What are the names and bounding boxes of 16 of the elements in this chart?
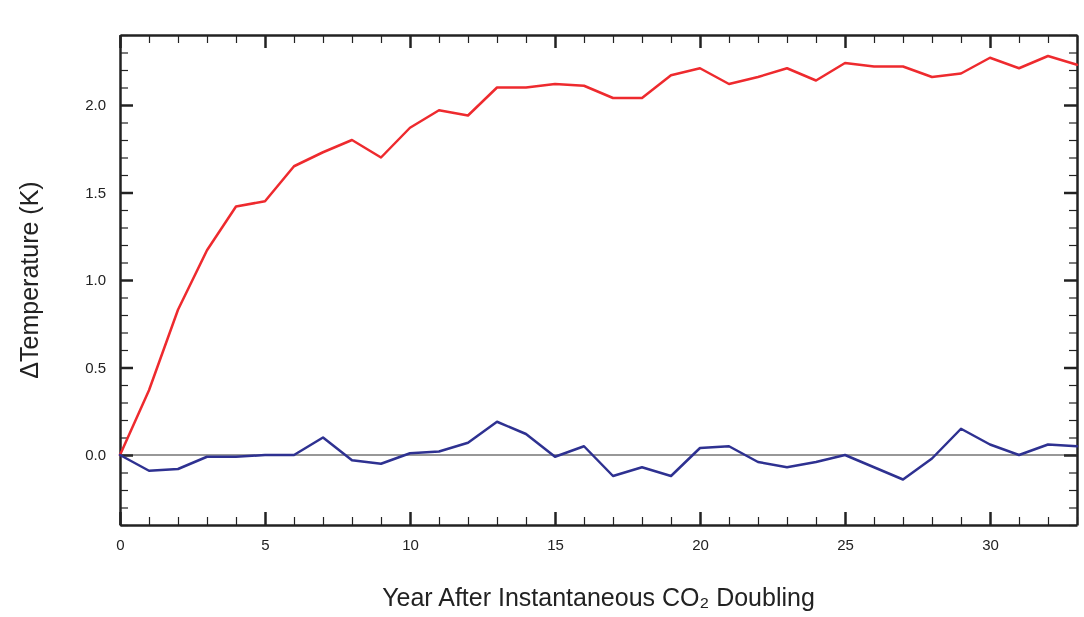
y-tick-label: 1.5: [85, 183, 106, 201]
x-tick-label: 0: [116, 535, 125, 553]
y-axis-title: ΔTemperature (K): [15, 181, 43, 379]
x-tick-label: 15: [547, 535, 564, 553]
x-tick-label: 5: [261, 535, 270, 553]
x-tick-label: 30: [982, 535, 999, 553]
y-tick-label: 2.0: [85, 96, 106, 114]
line-series: [118, 420, 1079, 481]
x-tick-label: 20: [692, 535, 709, 553]
x-axis-title: Year After Instantaneous CO₂ Doubling: [382, 583, 815, 611]
line-series: [118, 54, 1079, 457]
y-tick-label: 0.5: [85, 358, 106, 376]
x-tick-label: 25: [837, 535, 854, 553]
y-tick-label: 0.0: [85, 446, 106, 464]
y-tick-label: 1.0: [85, 271, 106, 289]
x-tick-label: 10: [402, 535, 419, 553]
